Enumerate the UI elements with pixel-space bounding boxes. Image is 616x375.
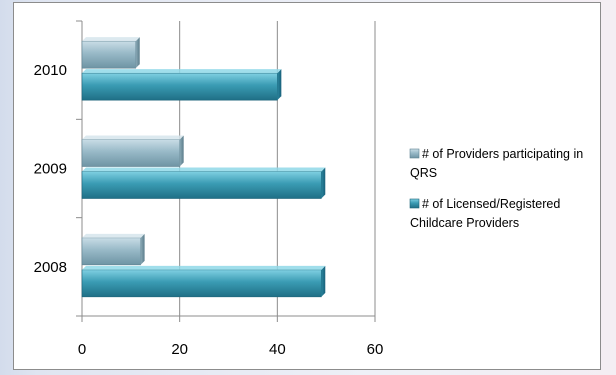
legend-label-1-line-2: QRS (410, 166, 437, 180)
x-tick-label-60: 60 (367, 341, 384, 358)
bar-2008-series-2 (81, 265, 326, 298)
bar-2009-series-1 (81, 135, 184, 167)
bar-side (135, 37, 140, 69)
bar-side (321, 167, 326, 199)
legend-label-2-line-2: Childcare Providers (410, 216, 519, 230)
x-tick-label-20: 20 (171, 341, 188, 358)
y-tick-label-2010: 2010 (34, 62, 67, 79)
bar-face (81, 237, 141, 266)
bar-face (81, 269, 322, 298)
axis-layer (76, 20, 376, 322)
bar-top (82, 135, 184, 140)
bar-2010-series-2 (81, 69, 282, 101)
bar-top (82, 37, 140, 42)
legend-swatch-1 (409, 148, 420, 159)
bar-face (81, 72, 278, 101)
bar-top (82, 233, 145, 238)
legend-swatch-2 (409, 198, 420, 209)
legend: # of Providers participating in QRS # of L… (409, 147, 583, 230)
bar-top (82, 167, 326, 172)
bar-2008-series-1 (81, 233, 145, 266)
bar-face (81, 40, 137, 69)
x-tick-label-40: 40 (269, 341, 286, 358)
bar-2010-series-1 (81, 37, 140, 69)
bar-top (82, 265, 326, 270)
bar-layer (81, 37, 326, 298)
label-layer: 0 20 40 60 2008 2009 2010 (34, 62, 384, 358)
y-tick-label-2009: 2009 (34, 161, 67, 178)
legend-label-1-line-1: # of Providers participating in (422, 147, 583, 161)
bar-2009-series-2 (81, 167, 326, 199)
bar-face (81, 139, 180, 167)
legend-label-2-line-1: # of Licensed/Registered (422, 197, 560, 211)
y-tick-label-2008: 2008 (34, 259, 67, 276)
bar-side (140, 233, 145, 265)
bar-side (321, 265, 326, 297)
bar-side (277, 69, 282, 101)
x-tick-label-0: 0 (78, 341, 86, 358)
bar-side (179, 135, 184, 167)
bar-face (81, 171, 322, 199)
bar-top (82, 69, 282, 74)
